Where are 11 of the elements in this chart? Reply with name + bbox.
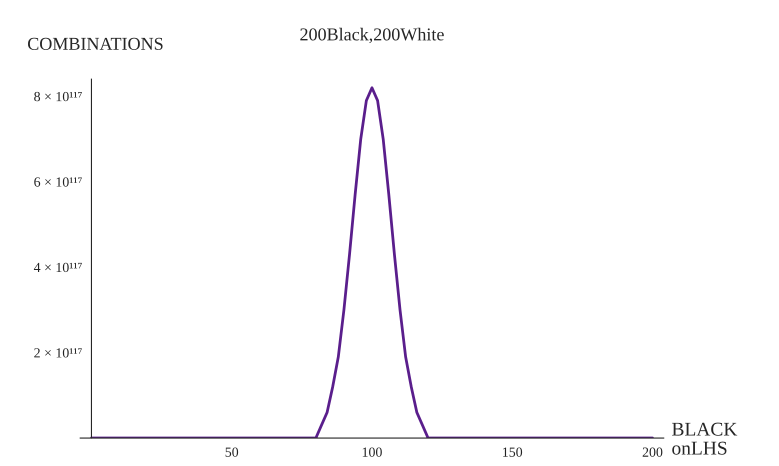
x-tick-label: 200 [642,447,662,457]
chart-title: 200Black,200White [300,28,444,44]
x-tick-label: 100 [362,447,382,457]
x-axis-title: BLACK onLHS [672,422,738,455]
y-tick-label: 4 × 10¹¹⁷ [34,262,82,272]
y-tick-label: 8 × 10¹¹⁷ [34,92,82,102]
y-tick-label: 2 × 10¹¹⁷ [34,348,82,358]
y-tick-label: 6 × 10¹¹⁷ [34,177,82,187]
y-axis-title: COMBINATIONS [28,38,163,50]
x-tick-label: 50 [226,447,238,457]
x-tick-label: 150 [503,447,522,457]
